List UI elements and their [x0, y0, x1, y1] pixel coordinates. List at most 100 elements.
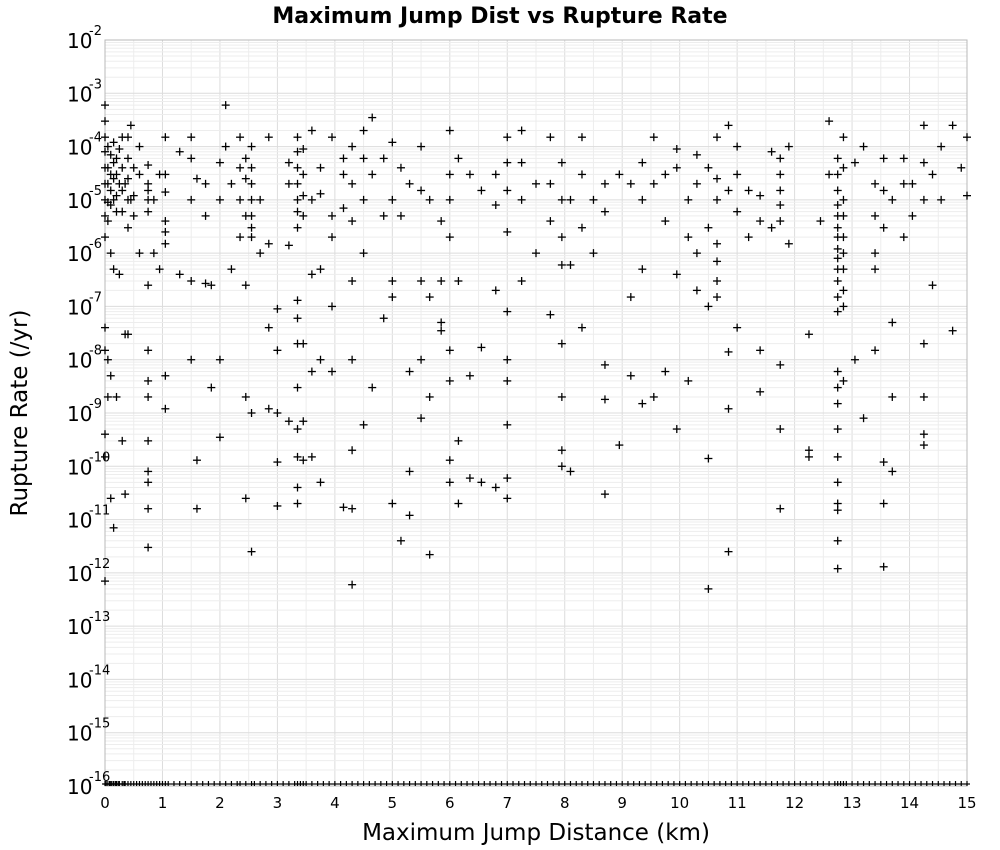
- data-point: [692, 179, 701, 188]
- data-point: [638, 399, 647, 408]
- data-point: [684, 376, 693, 385]
- y-tick-exponent: -10: [89, 450, 110, 465]
- data-point: [899, 179, 908, 188]
- floor-point: [636, 781, 643, 786]
- data-point: [106, 249, 115, 258]
- floor-point: [337, 781, 344, 786]
- data-point: [661, 170, 670, 179]
- data-point: [241, 494, 250, 503]
- data-point: [339, 170, 348, 179]
- data-point: [264, 323, 273, 332]
- floor-point: [412, 781, 419, 786]
- data-point: [454, 436, 463, 445]
- data-point: [101, 323, 109, 332]
- data-point: [919, 158, 928, 167]
- data-point: [126, 195, 135, 204]
- data-point: [101, 211, 109, 220]
- x-tick-label: 0: [100, 794, 110, 812]
- data-point: [101, 117, 109, 126]
- data-point: [103, 355, 112, 364]
- data-point: [348, 277, 357, 286]
- floor-point: [734, 781, 741, 786]
- data-point: [692, 249, 701, 258]
- data-point: [503, 133, 512, 142]
- data-point: [106, 186, 115, 195]
- y-tick-base: 10: [67, 615, 92, 639]
- data-point: [284, 158, 293, 167]
- data-point: [241, 154, 250, 163]
- data-point: [557, 195, 566, 204]
- floor-point: [314, 781, 321, 786]
- y-tick-exponent: -9: [89, 397, 102, 412]
- data-point: [103, 179, 112, 188]
- data-point: [713, 277, 722, 286]
- y-tick-label: 10-10: [67, 450, 110, 479]
- data-point: [600, 490, 609, 499]
- data-point: [684, 233, 693, 242]
- floor-point: [469, 781, 476, 786]
- floor-point: [647, 781, 654, 786]
- floor-point: [251, 781, 258, 786]
- floor-point: [504, 781, 511, 786]
- floor-point: [814, 781, 821, 786]
- data-point: [724, 121, 733, 130]
- data-point: [908, 179, 917, 188]
- data-point: [417, 142, 426, 151]
- data-point: [839, 265, 848, 274]
- floor-point: [584, 781, 591, 786]
- data-point: [161, 371, 170, 380]
- data-point: [101, 452, 109, 461]
- data-point: [425, 392, 434, 401]
- floor-point: [722, 781, 729, 786]
- data-point: [879, 562, 888, 571]
- data-point: [503, 186, 512, 195]
- data-point: [888, 467, 897, 476]
- y-tick-exponent: -4: [89, 131, 102, 146]
- data-point: [437, 326, 446, 335]
- data-point: [871, 249, 880, 258]
- floor-point: [883, 781, 890, 786]
- data-point: [532, 249, 540, 258]
- data-point: [465, 474, 474, 483]
- floor-point: [176, 781, 183, 786]
- floor-point: [515, 781, 522, 786]
- floor-point: [757, 781, 764, 786]
- x-tick-label: 9: [617, 794, 627, 812]
- data-point: [756, 346, 765, 355]
- data-point: [445, 233, 454, 242]
- data-point: [724, 347, 733, 356]
- data-point: [871, 179, 880, 188]
- floor-point: [676, 781, 683, 786]
- data-point: [503, 355, 512, 364]
- y-tick-label: 10-3: [67, 77, 102, 106]
- y-tick-exponent: -3: [89, 77, 102, 92]
- data-point: [388, 195, 397, 204]
- floor-point: [521, 781, 528, 786]
- data-point: [359, 420, 368, 429]
- data-point: [103, 142, 112, 151]
- data-point: [144, 478, 153, 487]
- x-axis-label: Maximum Jump Distance (km): [362, 820, 710, 846]
- floor-point: [895, 781, 902, 786]
- data-point: [388, 138, 397, 147]
- floor-point: [803, 781, 810, 786]
- floor-point: [808, 781, 815, 786]
- data-point: [112, 392, 121, 401]
- data-point: [776, 186, 785, 195]
- data-point: [121, 490, 130, 499]
- data-point: [307, 367, 316, 376]
- floor-point: [946, 781, 953, 786]
- x-tick-label: 8: [560, 794, 570, 812]
- data-point: [577, 170, 586, 179]
- data-point: [161, 217, 170, 226]
- floor-point: [285, 781, 292, 786]
- y-tick-label: 10-11: [67, 504, 110, 533]
- data-point: [557, 339, 566, 348]
- data-point: [784, 142, 793, 151]
- floor-point: [237, 781, 244, 786]
- data-point: [241, 392, 250, 401]
- data-point: [307, 126, 316, 135]
- data-point: [388, 277, 397, 286]
- data-point: [121, 179, 130, 188]
- data-point: [871, 211, 880, 220]
